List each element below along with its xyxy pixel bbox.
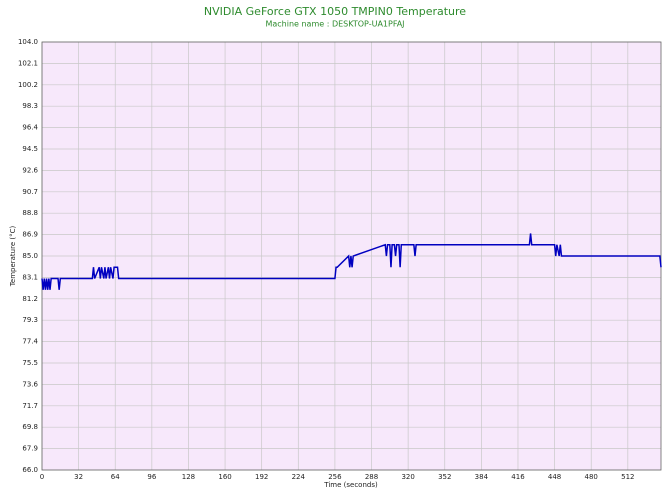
- y-tick-label: 92.6: [22, 166, 38, 174]
- y-tick-label: 94.5: [22, 145, 38, 153]
- y-tick-label: 98.3: [22, 102, 38, 110]
- x-tick-label: 512: [621, 473, 634, 481]
- x-tick-label: 256: [328, 473, 342, 481]
- chart-subtitle: Machine name : DESKTOP-UA1PFAJ: [265, 20, 404, 29]
- chart-title: NVIDIA GeForce GTX 1050 TMPIN0 Temperatu…: [204, 5, 466, 18]
- y-tick-label: 73.6: [22, 380, 38, 388]
- y-tick-label: 75.5: [22, 359, 38, 367]
- y-tick-label: 83.1: [22, 273, 38, 281]
- y-tick-label: 71.7: [22, 402, 38, 410]
- x-tick-label: 128: [182, 473, 195, 481]
- x-tick-label: 32: [74, 473, 83, 481]
- plot-border: [41, 41, 662, 471]
- x-tick-label: 416: [511, 473, 525, 481]
- y-tick-label: 79.3: [22, 316, 38, 324]
- x-tick-label: 0: [40, 473, 44, 481]
- y-tick-label: 96.4: [22, 124, 38, 132]
- y-tick-label: 88.8: [22, 209, 38, 217]
- y-tick-label: 66.0: [22, 466, 38, 474]
- y-tick-label: 104.0: [18, 38, 38, 46]
- y-tick-label: 90.7: [22, 188, 38, 196]
- y-tick-label: 77.4: [22, 338, 38, 346]
- x-tick-label: 480: [585, 473, 598, 481]
- x-tick-label: 320: [401, 473, 414, 481]
- x-tick-label: 160: [218, 473, 231, 481]
- x-axis-label: Time (seconds): [323, 481, 378, 489]
- x-tick-label: 384: [475, 473, 489, 481]
- x-tick-label: 224: [292, 473, 306, 481]
- x-tick-label: 192: [255, 473, 268, 481]
- y-tick-label: 85.0: [22, 252, 38, 260]
- y-tick-label: 69.8: [22, 423, 38, 431]
- x-tick-label: 352: [438, 473, 451, 481]
- y-tick-label: 67.9: [22, 445, 38, 453]
- x-tick-label: 448: [548, 473, 561, 481]
- y-axis-label: Temperature (°C): [9, 226, 17, 288]
- x-tick-label: 96: [147, 473, 156, 481]
- data-line: [41, 233, 662, 290]
- x-tick-label: 288: [365, 473, 378, 481]
- y-tick-label: 81.2: [22, 295, 38, 303]
- x-tick-label: 64: [111, 473, 120, 481]
- y-tick-label: 100.2: [18, 81, 38, 89]
- y-tick-label: 86.9: [22, 231, 38, 239]
- y-tick-label: 102.1: [18, 59, 38, 67]
